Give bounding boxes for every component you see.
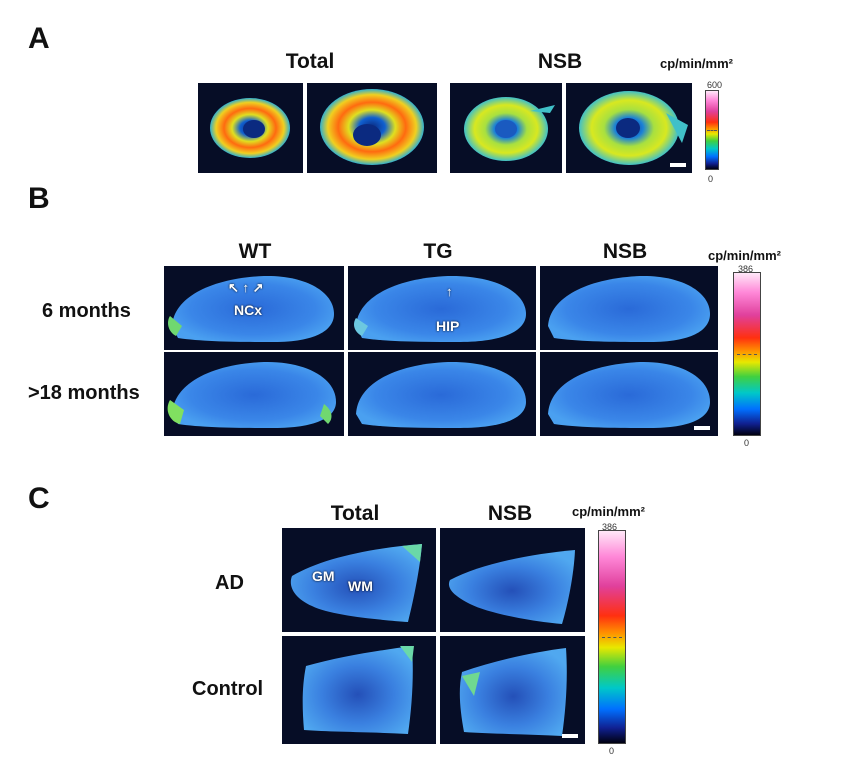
panel-a-header-nsb: NSB [537,50,583,73]
panel-c-image-ad-total: GM WM [282,528,436,632]
panel-a-scale-bar [670,163,686,167]
panel-a-colorbar [705,90,719,170]
panel-c-image-control-nsb [440,636,585,744]
panel-b-image-wt-18m [164,352,344,436]
panel-a-header-total: Total [285,50,335,73]
panel-a-letter: A [28,22,50,55]
panel-c-colorbar-max: 386 [602,522,618,532]
panel-c-colorbar-min: 0 [609,746,615,756]
arrow-hip: ↑ [446,284,453,299]
panel-a-image-total-1 [198,83,303,173]
panel-b-row-6-months: 6 months [42,300,131,322]
panel-b-header-wt: WT [238,240,272,263]
panel-c-row-ad: AD [215,572,244,594]
panel-b-image-wt-6m: NCx ↖ ↑ ↗ [164,266,344,350]
panel-a-colorbar-max: 600 [707,80,723,90]
panel-b-image-tg-18m [348,352,536,436]
panel-b-letter: B [28,182,50,215]
panel-a-image-nsb-2 [566,83,692,173]
panel-b-colorbar [733,272,761,436]
panel-b-image-nsb-18m [540,352,718,436]
panel-b-header-nsb: NSB [602,240,648,263]
annotation-hip: HIP [436,318,460,334]
panel-c-header-nsb: NSB [487,502,533,525]
panel-a-image-total-2 [307,83,437,173]
panel-c-row-control: Control [192,678,264,700]
annotation-gm: GM [312,568,335,584]
panel-c-colorbar [598,530,626,744]
panel-c-header-total: Total [330,502,380,525]
panel-a-unit-label: cp/min/mm² [660,56,733,71]
panel-b-colorbar-max: 386 [738,264,754,274]
panel-b-header-tg: TG [423,240,453,263]
annotation-wm: WM [348,578,373,594]
panel-b-image-tg-6m: ↑ HIP [348,266,536,350]
annotation-ncx: NCx [234,302,263,318]
panel-c-scale-bar [562,734,578,738]
panel-b-colorbar-min: 0 [744,438,750,448]
panel-c-image-control-total [282,636,436,744]
panel-c-unit-label: cp/min/mm² [572,504,645,519]
panel-b-unit-label: cp/min/mm² [708,248,781,263]
panel-c-letter: C [28,482,50,515]
panel-b-row-18-months: >18 months [28,382,140,404]
panel-a-colorbar-min: 0 [708,174,714,184]
arrows-ncx: ↖ ↑ ↗ [228,280,264,295]
panel-c-image-ad-nsb [440,528,585,632]
panel-a-image-nsb-1 [450,83,562,173]
panel-b-scale-bar [694,426,710,430]
panel-b-image-nsb-6m [540,266,718,350]
